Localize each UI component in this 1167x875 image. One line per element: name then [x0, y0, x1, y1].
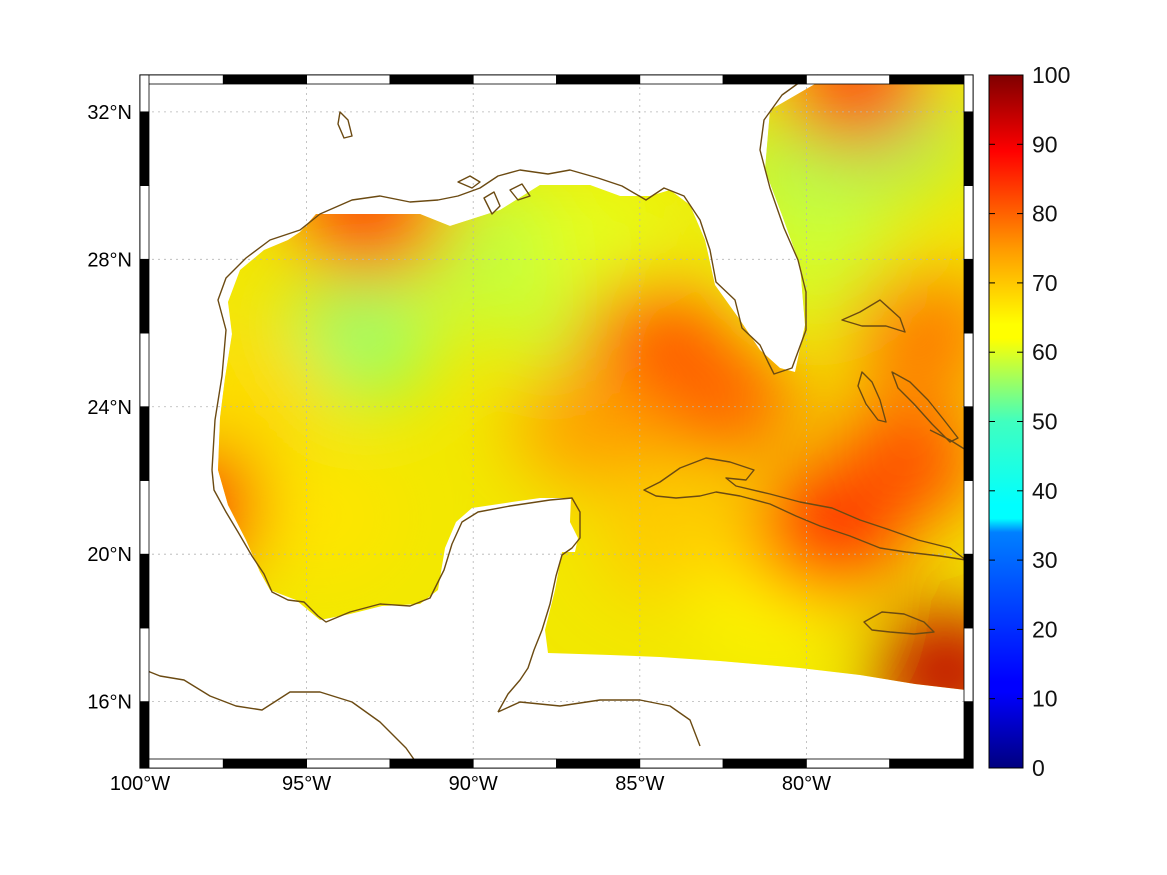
field-region-4: [531, 180, 682, 301]
edge-segment-bottom: [222, 758, 308, 769]
edge-segment-right: [963, 627, 974, 703]
colorbar-tick-label: 50: [1032, 409, 1058, 435]
edge-segment-top: [639, 74, 724, 85]
edge-segment-top: [889, 74, 974, 85]
edge-segment-top: [806, 74, 891, 85]
edge-segment-right: [963, 74, 974, 113]
edge-segment-right: [963, 701, 974, 769]
x-tick-label: 90°W: [449, 773, 498, 795]
field-region-16: [871, 612, 966, 690]
edge-segment-bottom: [556, 758, 641, 769]
field-region-21: [781, 84, 932, 150]
edge-segment-left: [139, 332, 150, 408]
colorbar-tick-label: 80: [1032, 201, 1058, 227]
colorbar-tick-label: 70: [1032, 270, 1058, 296]
colorbar-ticks: 0 10 20 30 40 50 60 70 80 90 100: [989, 62, 1070, 781]
colorbar-tick-label: 100: [1032, 62, 1070, 88]
colorbar-tick-label: 0: [1032, 755, 1045, 781]
x-tick-label: 85°W: [615, 773, 664, 795]
x-axis-ticks: 100°W 95°W 90°W 85°W 80°W: [110, 773, 831, 795]
x-tick-label: 80°W: [782, 773, 831, 795]
colorbar-tick-label: 20: [1032, 616, 1058, 642]
edge-segment-top: [472, 74, 557, 85]
y-axis-ticks: 32°N 28°N 24°N 20°N 16°N: [87, 102, 132, 714]
edge-segment-right: [963, 480, 974, 555]
y-tick-label: 16°N: [87, 692, 132, 714]
map-edge-scale: [139, 74, 974, 769]
edge-segment-right: [963, 332, 974, 408]
edge-segment-top: [222, 74, 308, 85]
edge-segment-left: [139, 74, 150, 113]
edge-segment-bottom: [889, 758, 974, 769]
edge-segment-bottom: [639, 758, 724, 769]
edge-segment-bottom: [139, 758, 224, 769]
field-region-15: [831, 402, 966, 523]
sst-field: [218, 84, 966, 690]
edge-segment-right: [963, 185, 974, 260]
edge-segment-left: [139, 111, 150, 186]
edge-segment-right: [963, 111, 974, 186]
edge-segment-left: [139, 553, 150, 629]
y-tick-label: 28°N: [87, 249, 132, 271]
edge-segment-bottom: [472, 758, 557, 769]
edge-segment-right: [963, 258, 974, 334]
colorbar-tick-label: 30: [1032, 547, 1058, 573]
colorbar-tick-label: 60: [1032, 339, 1058, 365]
edge-segment-top: [389, 74, 474, 85]
edge-segment-bottom: [806, 758, 891, 769]
edge-segment-right: [963, 553, 974, 629]
edge-segment-left: [139, 627, 150, 703]
y-tick-label: 32°N: [87, 102, 132, 124]
y-tick-label: 24°N: [87, 397, 132, 419]
edge-segment-top: [556, 74, 641, 85]
edge-segment-left: [139, 185, 150, 260]
colorbar: 0 10 20 30 40 50 60 70 80 90 100: [988, 62, 1070, 781]
edge-segment-left: [139, 258, 150, 334]
field-region-10: [648, 339, 799, 460]
edge-segment-bottom: [722, 758, 807, 769]
y-tick-label: 20°N: [87, 544, 132, 566]
edge-segment-bottom: [389, 758, 474, 769]
coastline: [139, 74, 967, 769]
colorbar-tick-label: 90: [1032, 131, 1058, 157]
edge-segment-left: [139, 480, 150, 555]
colorbar-tick-label: 40: [1032, 478, 1058, 504]
edge-segment-left: [139, 406, 150, 481]
x-tick-label: 100°W: [110, 773, 170, 795]
edge-segment-left: [139, 701, 150, 769]
colorbar-tick-label: 10: [1032, 686, 1058, 712]
edge-segment-top: [139, 74, 224, 85]
field-region-11: [514, 365, 665, 486]
edge-segment-top: [722, 74, 807, 85]
field-region-20: [848, 273, 966, 394]
field-region-7: [248, 457, 399, 578]
x-tick-label: 95°W: [282, 773, 331, 795]
edge-segment-bottom: [306, 758, 391, 769]
edge-segment-top: [306, 74, 391, 85]
edge-segment-right: [963, 406, 974, 481]
